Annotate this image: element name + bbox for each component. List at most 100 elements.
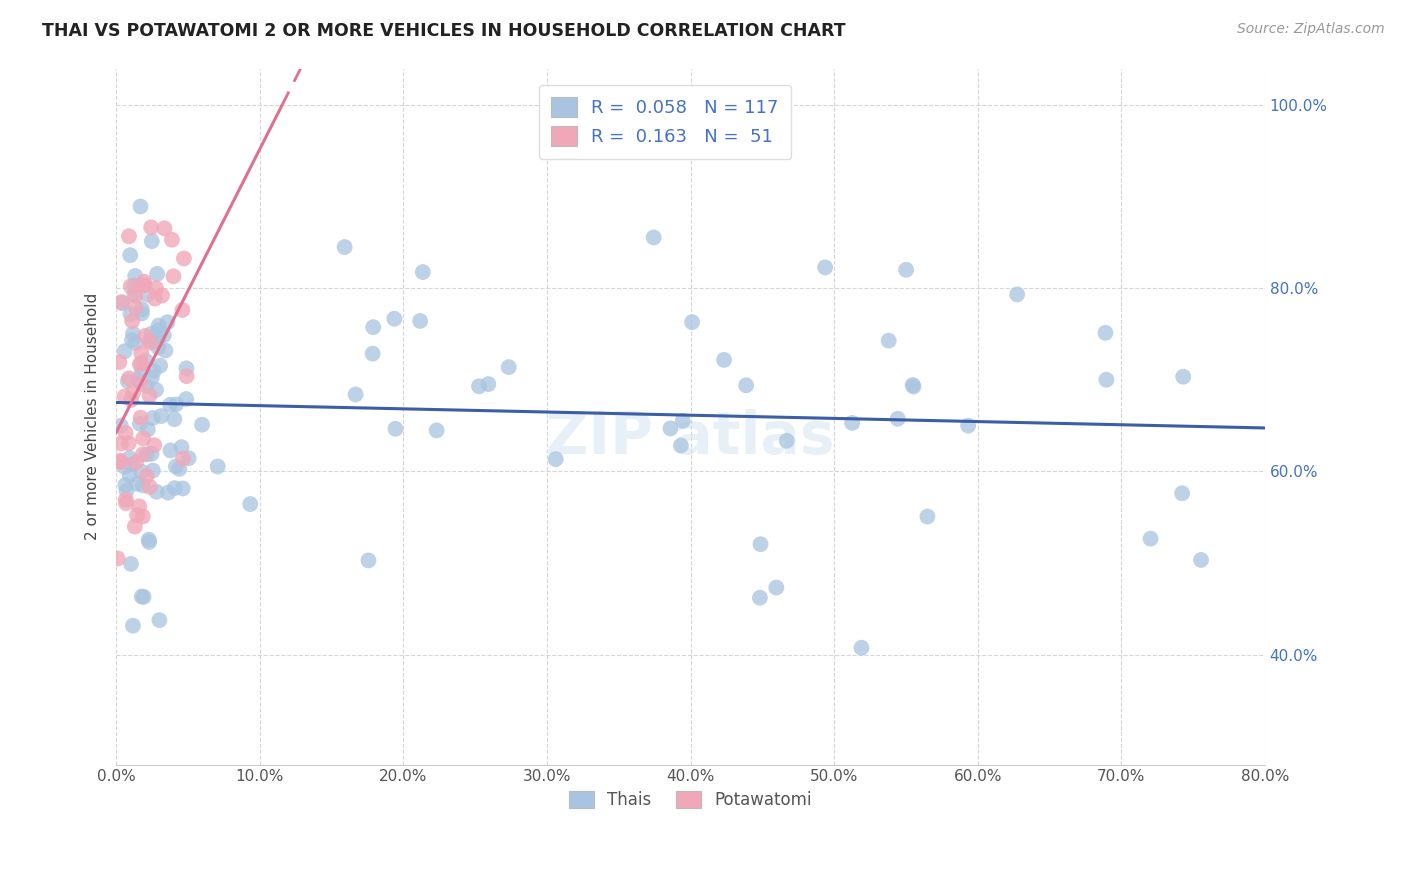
Point [156,315,179,329]
Point [361,346,384,360]
Point [110,436,132,450]
Point [139,220,162,235]
Point [125,456,148,470]
Point [135,379,157,393]
Point [118,371,141,385]
Point [115,483,138,498]
Point [174,392,197,406]
Text: ZIP atlas: ZIP atlas [547,409,835,466]
Point [142,364,165,378]
Point [1171,486,1194,500]
Point [163,412,186,426]
Point [132,277,155,292]
Point [384,422,406,436]
Point [124,300,146,314]
Point [135,353,157,368]
Point [207,459,229,474]
Point [152,328,174,343]
Point [115,492,138,507]
Point [877,334,900,348]
Point [172,451,194,466]
Point [107,551,129,566]
Point [172,302,194,317]
Point [143,292,166,306]
Point [114,425,136,440]
Point [749,537,772,551]
Point [132,275,155,289]
Point [120,557,142,571]
Point [468,379,491,393]
Point [155,343,177,358]
Point [765,581,787,595]
Point [851,640,873,655]
Point [136,287,159,301]
Point [111,296,134,310]
Point [172,482,194,496]
Point [131,356,153,370]
Point [239,497,262,511]
Point [120,392,142,407]
Point [344,387,367,401]
Point [112,459,135,474]
Point [1189,553,1212,567]
Point [134,278,156,293]
Point [139,335,162,350]
Point [735,378,758,392]
Point [132,447,155,461]
Point [165,397,187,411]
Point [131,306,153,320]
Point [894,262,917,277]
Point [169,462,191,476]
Point [173,252,195,266]
Point [145,281,167,295]
Point [382,311,405,326]
Point [163,481,186,495]
Point [132,478,155,492]
Point [124,278,146,293]
Point [134,329,156,343]
Text: Source: ZipAtlas.com: Source: ZipAtlas.com [1237,22,1385,37]
Point [114,390,136,404]
Point [127,372,149,386]
Point [118,436,141,450]
Point [957,418,980,433]
Point [131,590,153,604]
Point [149,359,172,373]
Point [138,535,160,549]
Point [145,484,167,499]
Point [150,288,173,302]
Point [814,260,837,275]
Point [114,478,136,492]
Point [901,378,924,392]
Point [1095,373,1118,387]
Point [117,374,139,388]
Point [148,318,170,333]
Point [131,465,153,479]
Point [176,369,198,384]
Point [122,326,145,341]
Point [128,500,150,514]
Point [128,358,150,372]
Point [146,267,169,281]
Point [124,268,146,283]
Point [110,295,132,310]
Point [681,315,703,329]
Point [903,379,925,393]
Point [145,383,167,397]
Point [110,418,132,433]
Point [887,411,910,425]
Point [1094,326,1116,340]
Point [146,334,169,348]
Point [170,440,193,454]
Point [165,459,187,474]
Point [129,376,152,391]
Point [150,409,173,423]
Point [110,455,132,469]
Point [162,269,184,284]
Point [148,323,170,337]
Point [114,344,136,359]
Point [177,451,200,466]
Point [148,613,170,627]
Point [643,230,665,244]
Point [160,233,183,247]
